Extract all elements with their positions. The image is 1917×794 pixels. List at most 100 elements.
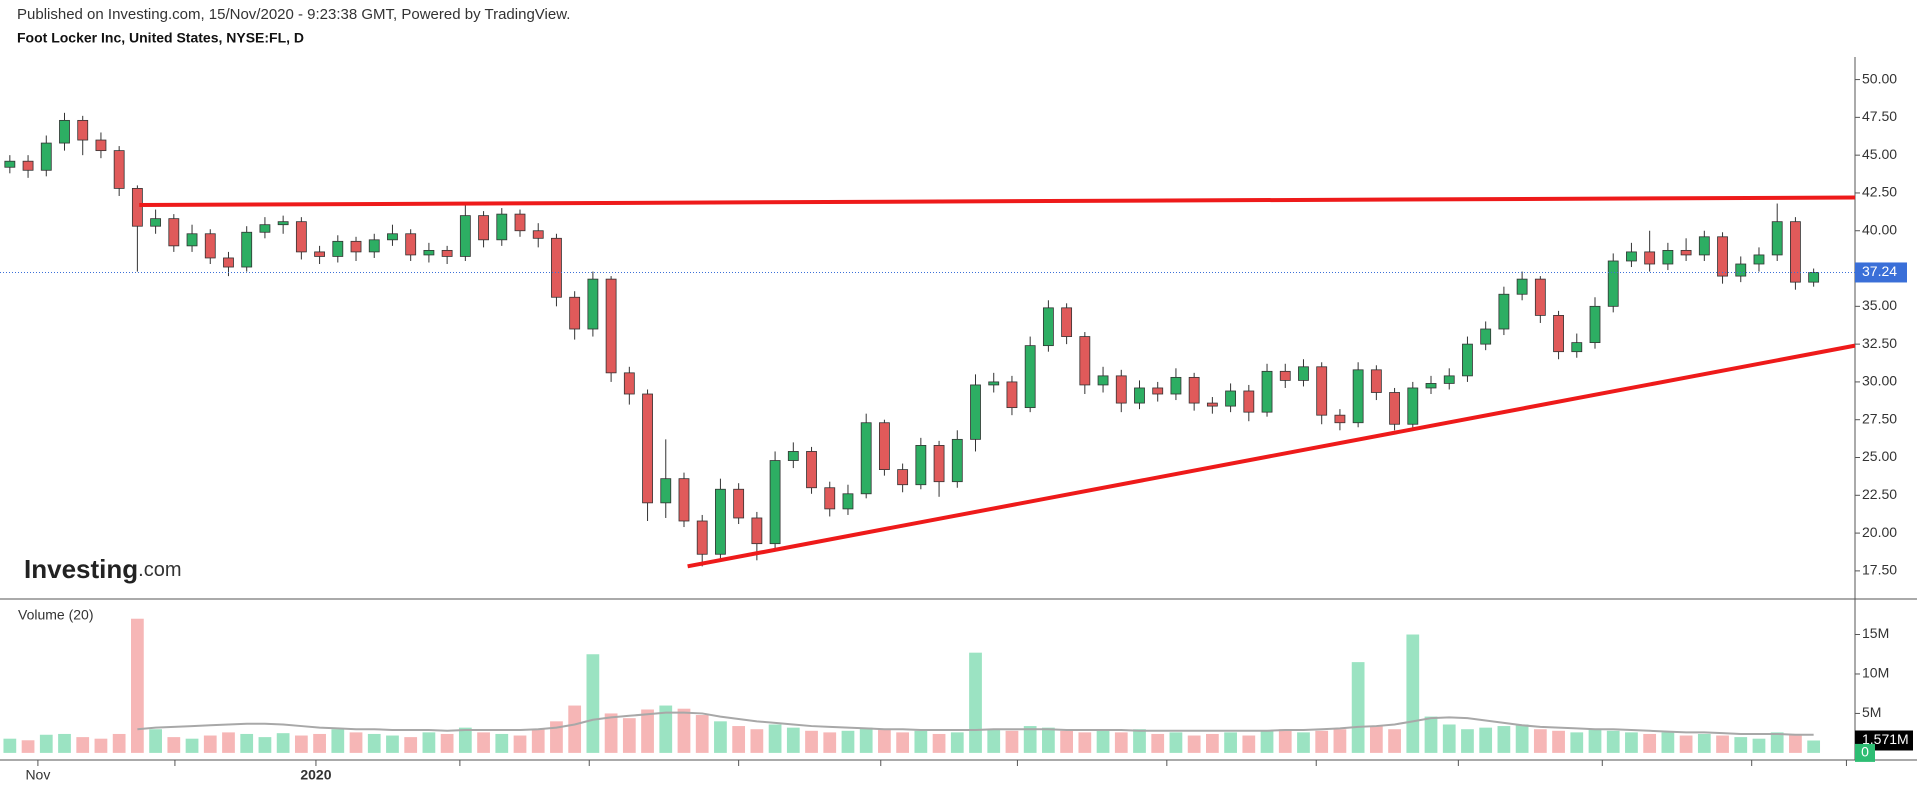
candle-body [1443,375,1455,384]
y-tick-label: 15M [1862,625,1889,641]
candle-body [1516,278,1528,295]
trendline [139,195,1856,208]
volume-bar [167,737,181,753]
candle-body [496,213,508,241]
candle-body [678,478,690,522]
volume-bar [932,733,946,753]
candle-body [733,488,745,519]
volume-bar [404,737,418,753]
volume-bar [878,729,891,753]
volume-bar [240,733,254,753]
candle-body [696,520,708,555]
y-tick-label: 17.50 [1862,562,1897,578]
volume-bar [1187,735,1201,753]
candle-body [241,231,253,268]
candle-body [806,451,817,489]
volume-bar [1060,730,1073,753]
volume-bar [203,735,217,753]
published-note: Published on Investing.com, 15/Nov/2020 … [17,6,570,23]
volume-bar [531,729,545,753]
volume-bar [513,735,527,753]
candle-body [168,218,180,247]
candle-body [569,296,581,330]
candle-body [951,438,963,483]
volume-bar [1552,730,1565,753]
candle-body [113,150,125,189]
candle-body [1115,375,1127,404]
zero-tag [1855,743,1875,762]
volume-bar [805,730,818,753]
candle-body [860,422,872,495]
volume-bar [568,705,582,753]
volume-bar [1497,726,1511,753]
candle-body [1735,263,1747,277]
volume-bar [714,721,727,753]
candle-body [1243,390,1255,413]
candle-body [514,213,526,232]
candle-body [532,230,544,239]
candle-body [387,233,398,241]
candle-body [1753,254,1765,265]
y-tick-label: 27.50 [1862,410,1897,426]
candle-body [1425,383,1437,389]
candle-body [314,251,325,257]
candle-body [1134,387,1145,404]
y-tick-label: 40.00 [1862,221,1897,237]
volume-bar [969,652,982,753]
candle-body [642,393,653,504]
volume-bar [896,732,910,753]
y-tick-label: 45.00 [1862,146,1897,162]
y-tick-label: 10M [1862,665,1889,681]
candle-body [350,240,362,253]
volume-bar [750,729,764,753]
volume-bar [1752,738,1766,753]
candle-body [551,237,562,298]
volume-bar [1351,662,1365,753]
volume-bar [422,732,436,753]
candle-body [878,422,890,470]
candle-body [277,221,289,226]
volume-bar [1625,732,1638,753]
last-price-tag [1855,262,1907,283]
candle-body [186,233,198,247]
candle-body [1808,272,1820,283]
candle-body [897,469,909,486]
volume-bar [185,738,199,753]
volume-bar [258,737,272,753]
volume-bar [349,732,363,753]
candle-body [22,160,34,171]
candle-body [1698,236,1710,256]
logo-suffix: .com [138,559,181,581]
volume-bar [1096,730,1110,753]
candle-body [1370,369,1382,393]
candle-body [131,188,143,227]
candle-body [295,221,307,253]
volume-bar [294,735,308,753]
volume-bar [641,709,654,753]
volume-bar [3,738,17,753]
candle-body [204,233,216,259]
volume-bar [823,732,837,753]
candle-body [1279,370,1291,381]
candle-body [1225,390,1237,407]
candle-body [4,160,16,168]
volume-bar [732,726,746,753]
volume-bar [1114,732,1128,753]
candle-body [1571,342,1583,353]
candle-body [842,493,854,510]
candle-body [1206,402,1218,407]
candle-body [933,445,945,483]
candle-body [1662,249,1674,265]
volume-bar [1661,732,1675,753]
volume-bar [222,732,235,753]
volume-bar [440,733,454,753]
candle-body [332,240,344,257]
y-tick-label: 5M [1862,704,1881,720]
volume-bar [1789,733,1802,753]
volume-bar [1023,726,1037,753]
volume-bar [331,729,345,753]
volume-bar [859,727,873,753]
volume-bar [1388,729,1401,753]
volume-bar [1643,733,1657,753]
candle-body [40,142,52,171]
